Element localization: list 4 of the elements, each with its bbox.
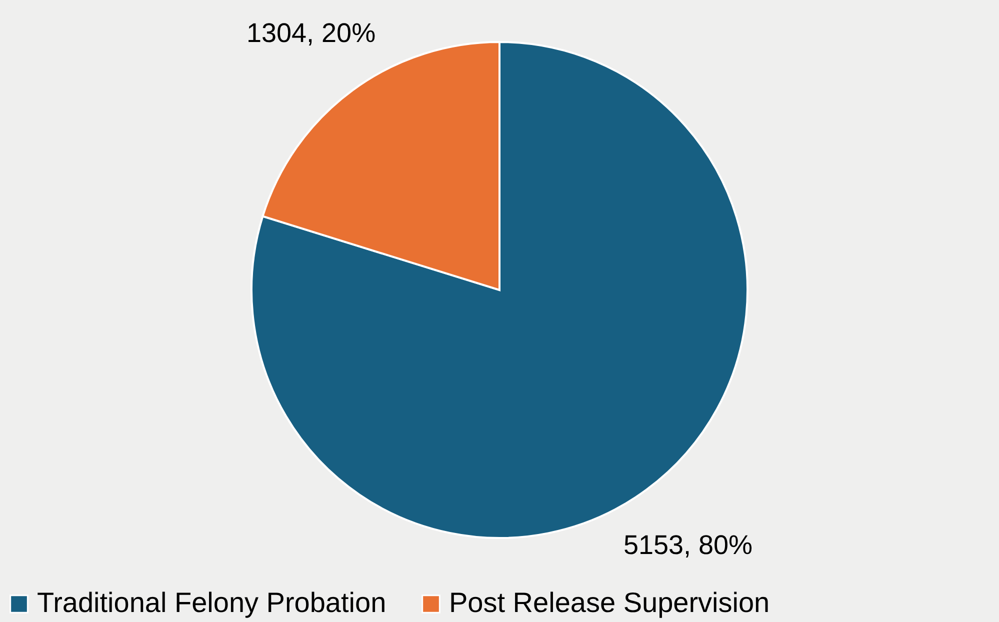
data-label: 1304, 20% — [246, 18, 376, 48]
data-label: 5153, 80% — [623, 530, 753, 560]
legend-label: Post Release Supervision — [449, 587, 770, 618]
legend-label: Traditional Felony Probation — [37, 587, 386, 618]
